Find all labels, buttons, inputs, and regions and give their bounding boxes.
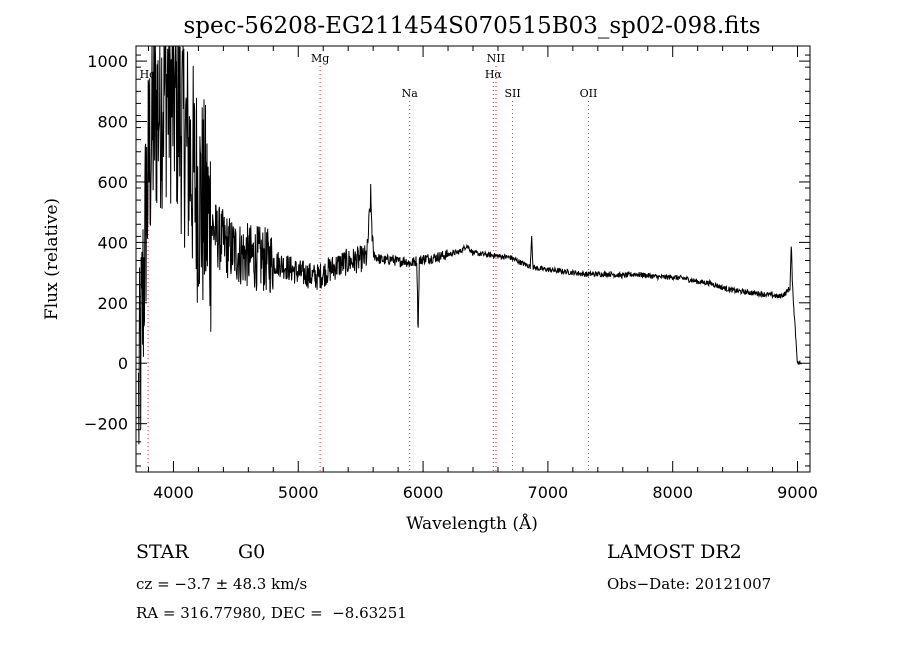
object-subclass: G0 xyxy=(238,541,266,563)
spectral-line-label: NII xyxy=(487,52,505,65)
y-tick-label: 200 xyxy=(97,294,128,313)
coordinates-readout: RA = 316.77980, DEC = −8.63251 xyxy=(136,604,407,622)
y-tick-label: 0 xyxy=(118,354,128,373)
y-tick-label: 400 xyxy=(97,233,128,252)
chart-title: spec-56208-EG211454S070515B03_sp02-098.f… xyxy=(183,13,760,39)
obs-date: Obs−Date: 20121007 xyxy=(607,575,772,593)
y-tick-label: 1000 xyxy=(87,52,128,71)
y-tick-label: 600 xyxy=(97,173,128,192)
object-class: STAR xyxy=(136,541,189,563)
spectrum-line xyxy=(138,45,802,445)
x-tick-label: 4000 xyxy=(153,483,194,502)
y-axis-title: Flux (relative) xyxy=(42,198,62,320)
x-tick-label: 9000 xyxy=(777,483,818,502)
x-axis-title: Wavelength (Å) xyxy=(406,513,538,534)
x-tick-label: 5000 xyxy=(278,483,319,502)
spectral-line-label: OII xyxy=(580,87,598,100)
velocity-readout: cz = −3.7 ± 48.3 km/s xyxy=(136,575,308,593)
survey-name: LAMOST DR2 xyxy=(607,541,742,563)
spectral-line-label: Hα xyxy=(485,68,503,81)
x-tick-label: 7000 xyxy=(528,483,569,502)
y-tick-label: 800 xyxy=(97,113,128,132)
spectral-line-label: Na xyxy=(402,87,419,100)
y-tick-label: −200 xyxy=(84,415,128,434)
spectral-line-label: Mg xyxy=(311,52,329,65)
plot-frame xyxy=(135,45,811,473)
x-tick-label: 8000 xyxy=(652,483,693,502)
x-axis-ticks: 4000 5000 6000 7000 8000 9000 xyxy=(147,46,818,502)
spectral-line-label: SII xyxy=(504,87,520,100)
x-tick-label: 6000 xyxy=(403,483,444,502)
y-axis-ticks: −200 0 200 400 600 800 1000 xyxy=(84,52,810,467)
